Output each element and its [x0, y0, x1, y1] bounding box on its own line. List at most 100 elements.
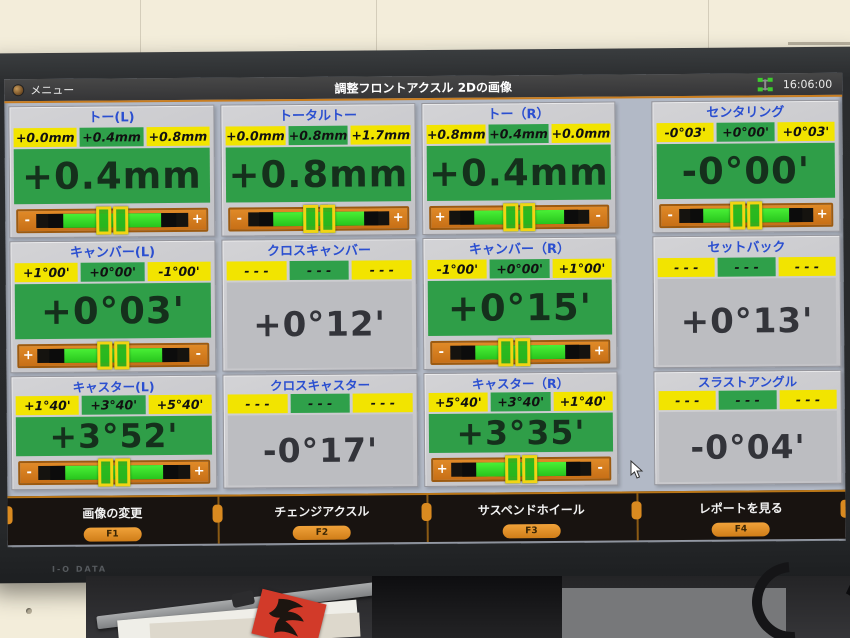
spec-max: +1°40'	[553, 391, 613, 411]
measurement-value: +0°15'	[427, 279, 613, 336]
measurement-value: +0.8mm	[225, 146, 412, 203]
monitor-brand: I-O DATA	[51, 564, 108, 574]
button-label: 画像の変更	[82, 506, 143, 521]
monitor-stand	[372, 576, 562, 638]
wall-pipe	[788, 42, 850, 45]
calligraphy-mark	[268, 598, 304, 637]
gauge-indicator	[498, 338, 531, 367]
measurement-value: +0°03'	[14, 282, 212, 340]
panel-toe-right: トー（R） +0.8mm +0.4mm +0.0mm +0.4mm +	[421, 101, 617, 236]
spec-max: +1.7mm	[350, 125, 411, 145]
panel-caster-right: キャスター（R） +5°40' +3°40' +1°40' +3°35' +	[423, 371, 619, 488]
footer-nub	[4, 506, 13, 525]
spec-row: +1°00' +0°00' -1°00'	[14, 261, 211, 283]
panel-title: トータルトー	[278, 108, 357, 125]
gauge-indicator	[98, 458, 131, 487]
wall-screw	[26, 608, 32, 614]
spec-min: +1°00'	[14, 262, 79, 283]
panel-title: トー(L)	[88, 110, 135, 126]
gauge-track	[36, 206, 189, 235]
footer-nub	[630, 501, 642, 520]
panel-title: トー（R）	[487, 107, 550, 123]
button-label: レポートを見る	[698, 501, 783, 516]
panel-setback: セットバック - - - - - - - - - +0°13'	[652, 234, 842, 369]
spec-target: +0.8mm	[288, 125, 349, 146]
button-view-report[interactable]: レポートを見る F4	[636, 492, 846, 541]
spec-min: +5°40'	[428, 392, 489, 412]
spec-row: - - - - - - - - -	[227, 393, 413, 414]
panel-title: スラストアングル	[697, 374, 798, 390]
panel-cross-camber: クロスキャンバー - - - - - - - - - +0°12'	[221, 238, 418, 372]
spec-row: -1°00' +0°00' +1°00'	[427, 258, 612, 279]
spec-max: - - -	[352, 393, 413, 413]
adjustment-gauge: + -	[17, 341, 210, 370]
spec-min: - - -	[658, 390, 717, 411]
spec-target: +0.4mm	[488, 124, 549, 144]
spec-min: - - -	[226, 261, 287, 281]
gauge-right-sign: +	[593, 343, 605, 359]
title-bar: メニュー 調整フロントアクスル 2Dの画像 16:06:00	[4, 72, 843, 104]
spec-row: - - - - - - - - -	[657, 256, 836, 278]
axle-status-icon	[757, 77, 773, 91]
grid-gap	[621, 101, 646, 233]
spec-max: +0.0mm	[551, 123, 611, 144]
panel-camber-left: キャンバー(L) +1°00' +0°00' -1°00' +0°03' +	[9, 239, 217, 374]
gauge-track	[451, 455, 592, 484]
footer-nub	[840, 499, 846, 518]
gauge-left-sign: -	[667, 208, 673, 224]
spec-max: - - -	[351, 260, 412, 280]
wall-seam	[376, 0, 377, 60]
measurement-grid: トー(L) +0.0mm +0.4mm +0.8mm +0.4mm -	[4, 97, 845, 497]
spec-min: +0.0mm	[13, 127, 77, 148]
gauge-left-sign: +	[436, 461, 448, 477]
measurement-value: -0°04'	[658, 410, 838, 483]
spec-max: -1°00'	[147, 261, 211, 282]
button-change-axle[interactable]: チェンジアクスル F2	[217, 495, 427, 544]
panel-title: キャンバー（R）	[468, 241, 571, 258]
fkey-badge: F3	[502, 523, 561, 539]
spec-target: +0.4mm	[79, 127, 144, 147]
panel-title: キャスター（R）	[471, 375, 570, 392]
adjustment-gauge: - +	[18, 458, 211, 487]
spec-target: +0°00'	[489, 259, 550, 279]
gauge-right-sign: +	[191, 211, 203, 227]
fkey-badge: F1	[83, 527, 142, 542]
gauge-indicator	[730, 201, 763, 230]
measurement-value: -0°17'	[227, 414, 414, 486]
spec-row: +0.8mm +0.4mm +0.0mm	[426, 123, 611, 144]
button-change-image[interactable]: 画像の変更 F1	[7, 497, 217, 546]
fkey-badge: F2	[292, 525, 352, 541]
measurement-value: +3°52'	[15, 415, 213, 457]
spec-max: +0°03'	[777, 121, 835, 142]
measurement-value: +0.4mm	[13, 147, 211, 205]
adjustment-gauge: - +	[16, 206, 209, 235]
panel-centering: センタリング -0°03' +0°00' +0°03' -0°00' -	[651, 99, 841, 234]
gauge-left-sign: +	[22, 348, 34, 364]
wall-seam	[708, 0, 709, 60]
spec-min: -0°03'	[656, 122, 714, 143]
gauge-left-sign: -	[26, 465, 32, 481]
measurement-value: +0.4mm	[426, 144, 612, 201]
desk-object	[556, 588, 786, 638]
spec-target: - - -	[289, 260, 350, 281]
wall-seam	[140, 0, 141, 60]
button-suspend-wheel[interactable]: サスペンドホイール F3	[426, 493, 636, 542]
spec-min: +0.0mm	[225, 126, 286, 146]
spec-min: - - -	[657, 257, 716, 278]
spec-min: +0.8mm	[426, 124, 486, 144]
gauge-indicator	[96, 206, 129, 235]
panel-toe-left: トー(L) +0.0mm +0.4mm +0.8mm +0.4mm -	[8, 104, 216, 239]
gauge-indicator	[505, 455, 538, 484]
panel-title: キャスター(L)	[72, 379, 155, 395]
grid-gap	[622, 236, 647, 368]
red-card	[251, 588, 327, 638]
spec-max: - - -	[778, 256, 836, 277]
gauge-indicator	[503, 203, 536, 232]
spec-row: - - - - - - - - -	[226, 260, 412, 281]
spec-max: +0.8mm	[146, 126, 210, 147]
spec-row: +1°40' +3°40' +5°40'	[15, 394, 212, 416]
spec-max: - - -	[779, 389, 837, 410]
gauge-left-sign: -	[438, 344, 445, 360]
panel-thrust-angle: スラストアングル - - - - - - - - - -0°04'	[653, 369, 843, 486]
